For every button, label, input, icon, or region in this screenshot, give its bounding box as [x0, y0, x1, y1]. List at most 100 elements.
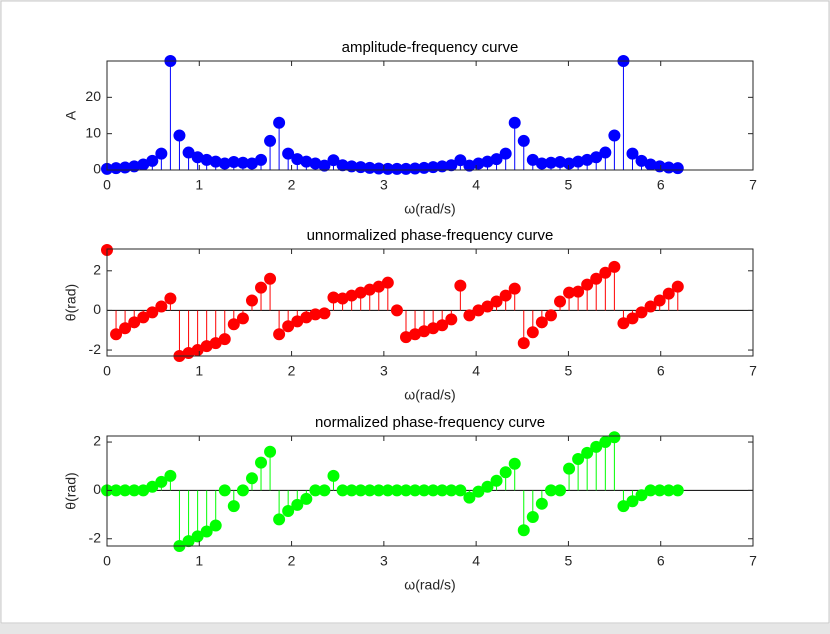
x-tick-label: 6	[657, 177, 665, 193]
stem-marker	[273, 513, 286, 526]
stem-marker	[318, 484, 331, 497]
stem-marker	[245, 294, 258, 307]
stem-marker	[481, 300, 494, 313]
x-tick-label: 7	[749, 177, 757, 193]
stem-marker	[499, 466, 512, 479]
stem-marker	[671, 162, 684, 175]
stem-marker	[508, 116, 521, 129]
y-axis-label: A	[63, 110, 79, 120]
x-tick-label: 6	[657, 553, 665, 569]
y-tick-label: 20	[85, 88, 101, 104]
stem-marker	[218, 484, 231, 497]
stem-marker	[255, 456, 268, 469]
stem-marker	[291, 498, 304, 511]
x-tick-label: 3	[380, 177, 388, 193]
stem-marker	[508, 457, 521, 470]
stem-marker	[481, 480, 494, 493]
x-tick-label: 0	[103, 553, 111, 569]
y-tick-label: 2	[93, 433, 101, 449]
stem-marker	[454, 484, 467, 497]
stem-marker	[490, 153, 503, 166]
stem-marker	[137, 311, 150, 324]
stem-marker	[490, 295, 503, 308]
x-tick-label: 5	[565, 363, 573, 379]
chart-title: normalized phase-frequency curve	[315, 414, 545, 431]
stem-marker	[264, 134, 277, 147]
stem-marker	[526, 326, 539, 339]
stem-marker	[390, 304, 403, 317]
stem-marker	[626, 495, 639, 508]
x-axis-label: ω(rad/s)	[404, 577, 455, 593]
x-axis-label: ω(rad/s)	[404, 201, 455, 217]
stem-marker	[526, 510, 539, 523]
stem-marker	[146, 154, 159, 167]
x-tick-label: 1	[195, 177, 203, 193]
stem-marker	[490, 474, 503, 487]
x-tick-label: 1	[195, 363, 203, 379]
stem-marker	[282, 320, 295, 333]
stem-marker	[572, 452, 585, 465]
stem-marker	[499, 289, 512, 302]
stem-marker	[644, 300, 657, 313]
stem-marker	[218, 333, 231, 346]
stem-marker	[617, 317, 630, 330]
stem-marker	[164, 469, 177, 482]
stem-marker	[173, 129, 186, 142]
stem-marker	[671, 484, 684, 497]
y-tick-label: 0	[93, 161, 101, 177]
x-tick-label: 6	[657, 363, 665, 379]
stem-marker	[544, 309, 557, 322]
stem-marker	[300, 492, 313, 505]
stem-marker	[463, 491, 476, 504]
x-tick-label: 4	[472, 363, 480, 379]
y-axis-label: θ(rad)	[63, 472, 79, 509]
stem-marker	[445, 159, 458, 172]
stem-marker	[273, 116, 286, 129]
stem-marker	[608, 260, 621, 273]
stem-marker	[200, 525, 213, 538]
stem-marker	[318, 159, 331, 172]
y-tick-label: 0	[93, 301, 101, 317]
stem-marker	[454, 279, 467, 292]
stem-marker	[626, 312, 639, 325]
stem-marker	[454, 154, 467, 167]
stem-marker	[554, 484, 567, 497]
axes-background	[107, 61, 753, 170]
stem-marker	[508, 282, 521, 295]
stem-marker	[608, 129, 621, 142]
x-tick-label: 5	[565, 553, 573, 569]
x-tick-label: 0	[103, 363, 111, 379]
stem-marker	[282, 504, 295, 517]
x-tick-label: 4	[472, 177, 480, 193]
chart-title: unnormalized phase-frequency curve	[307, 227, 554, 244]
y-tick-label: -2	[89, 341, 102, 357]
stem-marker	[155, 300, 168, 313]
stem-marker	[671, 280, 684, 293]
stem-marker	[155, 475, 168, 488]
stem-marker	[227, 318, 240, 331]
stem-marker	[255, 281, 268, 294]
y-tick-label: 2	[93, 261, 101, 277]
stem-marker	[236, 484, 249, 497]
axes-box	[106, 248, 754, 357]
stem-marker	[599, 266, 612, 279]
axes-box	[106, 60, 754, 171]
stem-marker	[436, 319, 449, 332]
stem-marker	[608, 431, 621, 444]
stem-marker	[445, 313, 458, 326]
x-tick-label: 5	[565, 177, 573, 193]
x-tick-label: 1	[195, 553, 203, 569]
stem-marker	[264, 272, 277, 285]
x-tick-label: 3	[380, 363, 388, 379]
x-tick-label: 0	[103, 177, 111, 193]
stem-marker	[164, 292, 177, 305]
stem-marker	[327, 154, 340, 167]
y-tick-label: 0	[93, 481, 101, 497]
stem-marker	[128, 316, 141, 329]
x-axis-label: ω(rad/s)	[404, 387, 455, 403]
stem-marker	[146, 306, 159, 319]
stem-marker	[653, 294, 666, 307]
x-tick-label: 4	[472, 553, 480, 569]
